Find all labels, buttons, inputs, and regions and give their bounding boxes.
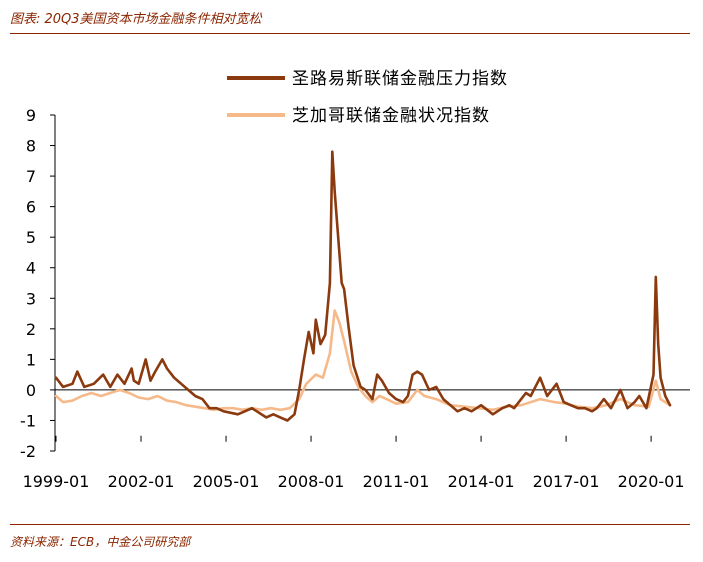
series-line-chicago	[54, 309, 672, 412]
source-note: 资料来源：ECB，中金公司研究部	[10, 535, 191, 549]
x-tick-label: 2017-01	[533, 472, 600, 491]
series-line-stlouis	[54, 150, 672, 422]
x-tick-label: 2005-01	[193, 472, 260, 491]
y-tick-label: 8	[26, 137, 36, 156]
y-tick-label: -1	[20, 411, 36, 430]
chart-axes: 9 8 7 6 5 4 3 2 1 0 -1 -2 1999-01 2002-01 2005-01 2008-…	[20, 106, 690, 491]
x-tick-label: 1999-01	[23, 472, 90, 491]
y-tick-label: 3	[26, 289, 36, 308]
x-tick-label: 2020-01	[618, 472, 685, 491]
chart-series	[54, 150, 672, 422]
y-tick-label: 6	[26, 198, 36, 217]
y-tick-label: 5	[26, 228, 36, 247]
y-tick-label: -2	[20, 442, 36, 461]
x-tick-label: 2014-01	[448, 472, 515, 491]
chart-legend: 圣路易斯联储金融压力指数 芝加哥联储金融状况指数	[227, 69, 508, 126]
legend-label-0: 圣路易斯联储金融压力指数	[292, 69, 508, 89]
y-tick-label: 4	[26, 259, 36, 278]
x-tick-label: 2011-01	[363, 472, 430, 491]
legend-label-1: 芝加哥联储金融状况指数	[292, 106, 490, 126]
y-tick-label: 7	[26, 167, 36, 186]
y-tick-label: 1	[26, 350, 36, 369]
chart-title: 图表: 20Q3美国资本市场金融条件相对宽松	[10, 12, 262, 27]
line-chart: 9 8 7 6 5 4 3 2 1 0 -1 -2 1999-01 2002-01 2005-01 2008-…	[20, 69, 690, 491]
x-tick-label: 2002-01	[108, 472, 175, 491]
title-divider	[10, 33, 690, 34]
source-divider	[10, 524, 690, 525]
x-tick-label: 2008-01	[278, 472, 345, 491]
y-tick-label: 0	[26, 381, 36, 400]
y-tick-label: 2	[26, 320, 36, 339]
y-tick-label: 9	[26, 106, 36, 125]
